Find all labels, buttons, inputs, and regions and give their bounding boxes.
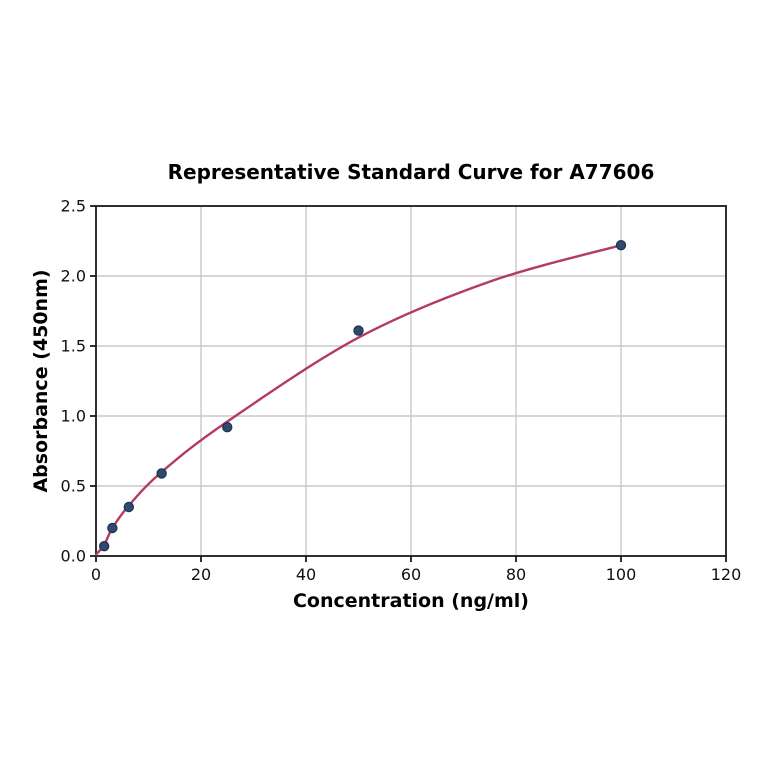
y-tick-label: 0.5	[61, 477, 86, 496]
y-tick-label: 0.0	[61, 547, 86, 566]
standard-data-point	[107, 522, 118, 534]
standard-data-point	[222, 422, 233, 433]
fit-curve-line	[94, 244, 623, 556]
x-tick-label: 120	[711, 565, 742, 584]
x-axis-label: Concentration (ng/ml)	[292, 590, 529, 612]
chart-title: Representative Standard Curve for A77606	[167, 160, 655, 184]
x-tick-label: 60	[401, 565, 421, 584]
standard-data-point	[353, 325, 364, 336]
standard-data-point	[98, 541, 110, 552]
x-tick-label: 20	[191, 565, 211, 584]
y-tick-label: 1.0	[61, 407, 86, 426]
y-tick-label: 2.0	[61, 267, 86, 286]
y-tick-label: 1.5	[61, 337, 86, 356]
standard-data-point	[615, 239, 627, 251]
y-axis-label: Absorbance (450nm)	[30, 269, 52, 493]
standard-data-point	[156, 468, 167, 479]
y-tick-label: 2.5	[61, 197, 86, 216]
x-tick-label: 80	[506, 565, 526, 584]
x-tick-label: 0	[91, 565, 101, 584]
x-tick-label: 100	[606, 565, 637, 584]
standard-data-point	[123, 501, 135, 513]
x-tick-label: 40	[296, 565, 316, 584]
